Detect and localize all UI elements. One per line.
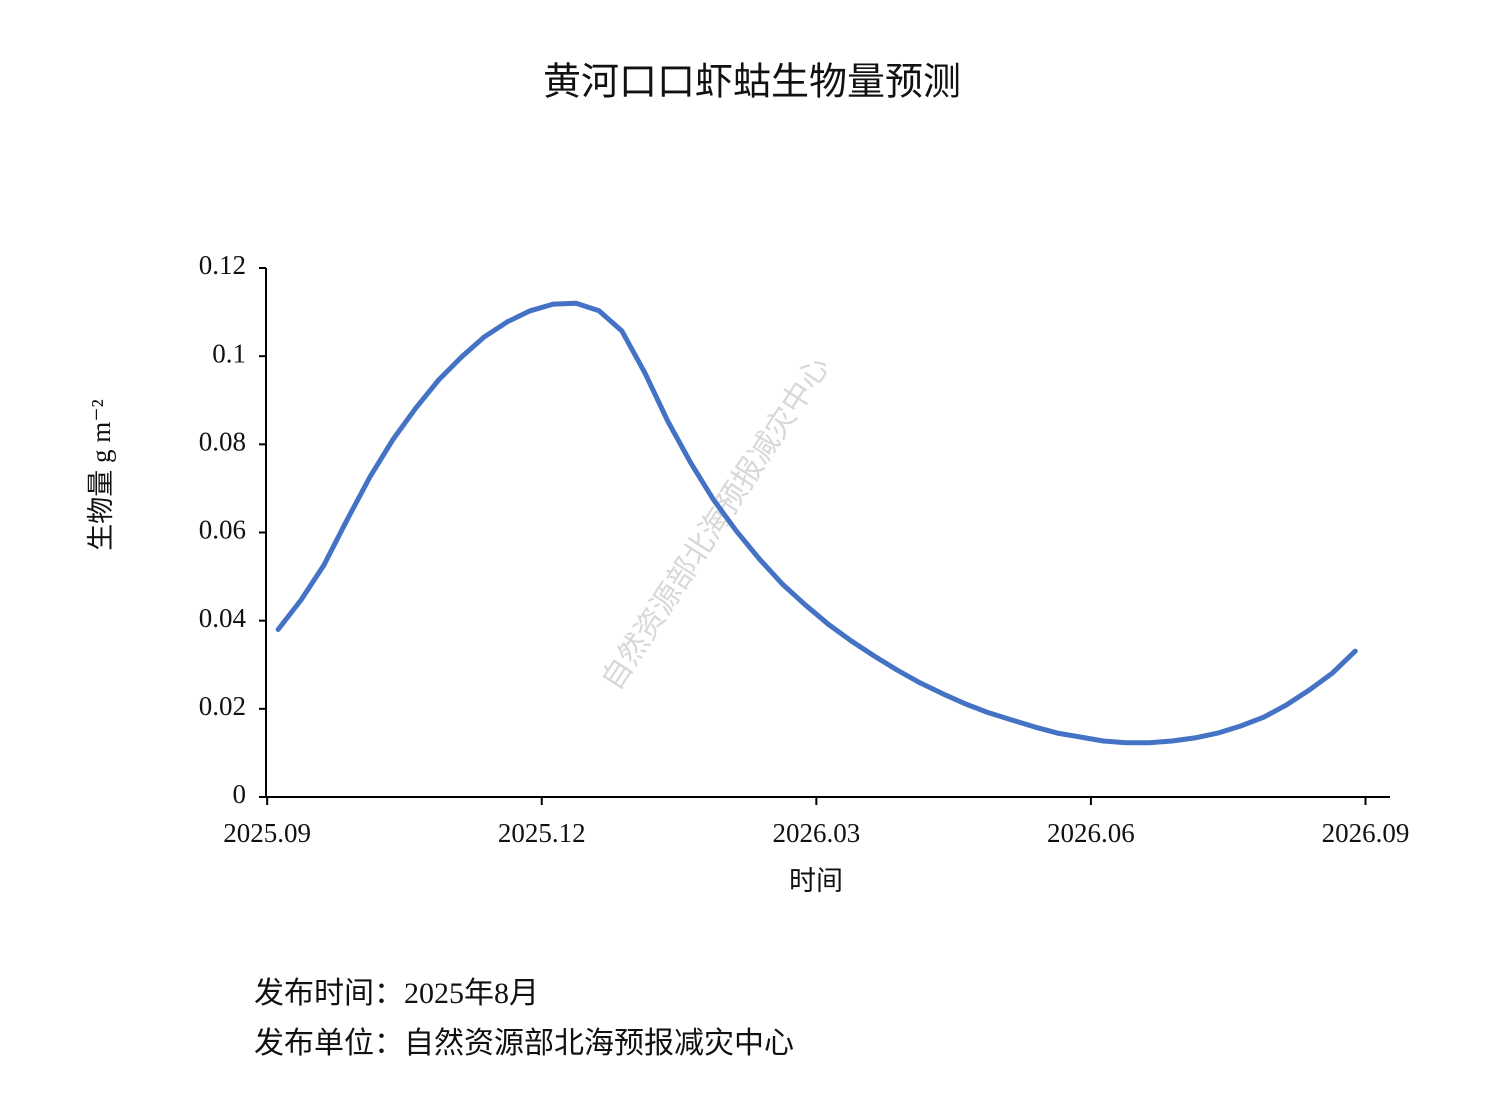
- y-tick-label: 0: [233, 779, 247, 809]
- y-tick-label: 0.06: [199, 515, 246, 545]
- watermark: 自然资源部北海预报减灾中心: [596, 351, 836, 696]
- y-tick-label: 0.12: [199, 250, 246, 280]
- y-tick-label: 0.1: [212, 338, 246, 368]
- x-axis-label: 时间: [789, 866, 843, 896]
- y-tick-label: 0.04: [199, 603, 247, 633]
- x-tick-label: 2025.09: [223, 818, 311, 848]
- x-tick-label: 2026.06: [1047, 818, 1135, 848]
- x-tick-label: 2026.03: [772, 818, 860, 848]
- chart-title: 黄河口口虾蛄生物量预测: [543, 62, 961, 104]
- x-tick-label: 2026.09: [1322, 818, 1410, 848]
- series-line: [275, 300, 1358, 746]
- y-tick-label: 0.08: [199, 427, 246, 457]
- publisher: 发布单位：自然资源部北海预报减灾中心: [254, 1027, 794, 1060]
- y-tick-label: 0.02: [199, 691, 246, 721]
- x-tick-label: 2025.12: [498, 818, 586, 848]
- y-axis-label: 生物量 g m⁻²: [86, 399, 116, 550]
- publish-time: 发布时间：2025年8月: [254, 977, 539, 1010]
